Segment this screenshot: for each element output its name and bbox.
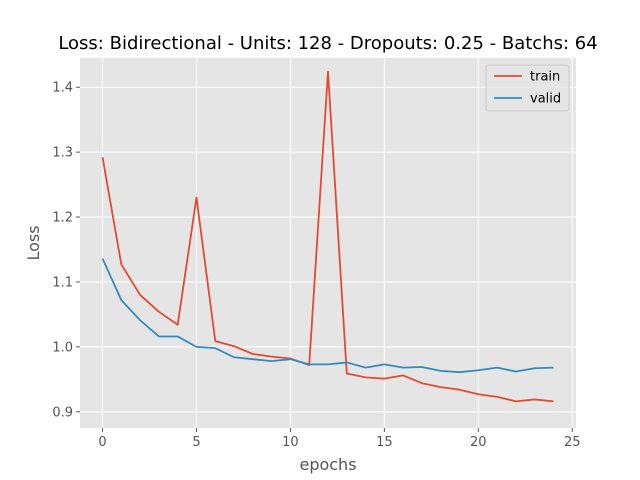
x-tick-label: 20: [470, 435, 487, 450]
x-axis-ticks: 0 5 10 15 20 25: [98, 428, 581, 450]
y-tick-label: 1.4: [52, 81, 73, 96]
x-tick-label: 15: [376, 435, 393, 450]
y-axis-ticks: 0.9 1.0 1.1 1.2 1.3 1.4: [52, 81, 80, 420]
y-tick-label: 1.3: [52, 146, 73, 161]
y-tick-label: 0.9: [52, 405, 73, 420]
legend-label-train: train: [530, 70, 560, 85]
plot-area: [80, 58, 576, 428]
series-line-train: [101, 70, 554, 403]
x-tick-label: 10: [282, 435, 299, 450]
x-tick-label: 5: [192, 435, 200, 450]
y-tick-label: 1.0: [52, 340, 73, 355]
series-lines: [101, 70, 554, 403]
x-axis-label: epochs: [299, 455, 356, 474]
y-axis-label: Loss: [24, 225, 43, 260]
series-line-valid: [101, 258, 554, 374]
legend-label-valid: valid: [530, 92, 561, 107]
chart-title: Loss: Bidirectional - Units: 128 - Dropo…: [58, 33, 597, 54]
y-tick-label: 1.1: [52, 275, 73, 290]
grid-lines: [80, 58, 576, 428]
y-tick-label: 1.2: [52, 211, 73, 226]
legend: train valid: [485, 64, 570, 112]
x-tick-label: 25: [564, 435, 581, 450]
x-tick-label: 0: [98, 435, 106, 450]
